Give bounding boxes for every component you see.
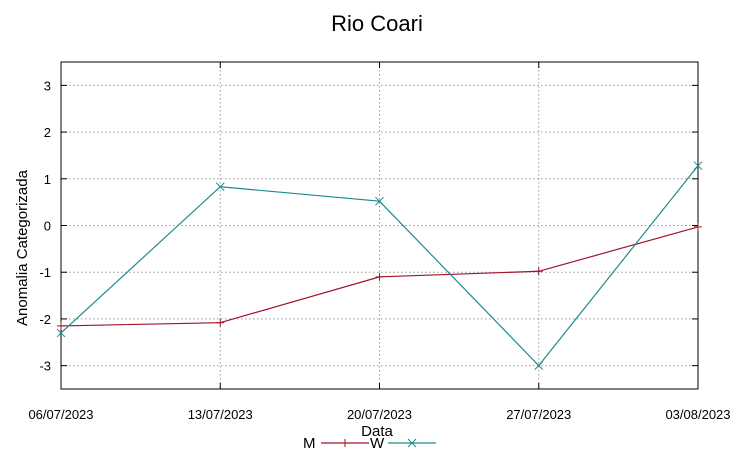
legend-label-m: M — [303, 435, 316, 452]
x-axis-ticks: 06/07/2023 13/07/2023 20/07/2023 27/07/2023… — [28, 62, 731, 422]
x-axis-label: Data — [361, 423, 393, 440]
y-tick-label: -2 — [39, 312, 51, 327]
data-point-m — [216, 318, 225, 327]
data-point-w — [375, 196, 384, 206]
data-point-w — [215, 182, 225, 192]
data-point-m — [694, 222, 702, 231]
chart-title: Rio Coari — [331, 11, 423, 36]
legend-label-w: W — [370, 435, 385, 452]
data-point-m — [57, 321, 65, 330]
x-tick-label: 20/07/2023 — [347, 407, 412, 422]
data-point-w — [693, 161, 703, 171]
y-tick-label: 1 — [44, 172, 51, 187]
series-group — [56, 161, 703, 370]
data-point-w — [56, 328, 66, 338]
x-tick-label: 13/07/2023 — [188, 407, 253, 422]
y-axis-label: Anomalia Categorizada — [14, 169, 31, 326]
data-point-m — [534, 267, 543, 276]
y-tick-label: 2 — [44, 125, 51, 140]
grid-lines — [61, 62, 698, 389]
y-tick-label: -1 — [39, 265, 51, 280]
y-tick-label: 3 — [44, 78, 51, 93]
y-tick-label: 0 — [44, 219, 51, 234]
x-tick-label: 06/07/2023 — [28, 407, 93, 422]
data-point-m — [375, 272, 384, 281]
data-point-w — [534, 361, 544, 370]
y-tick-label: -3 — [39, 359, 51, 374]
y-axis-ticks: -3 -2 -1 0 1 2 3 — [39, 78, 698, 374]
legend-marker-w — [407, 438, 417, 448]
x-tick-label: 03/08/2023 — [665, 407, 730, 422]
x-tick-label: 27/07/2023 — [506, 407, 571, 422]
series-line-w — [60, 165, 699, 367]
legend-marker-m — [341, 439, 349, 447]
